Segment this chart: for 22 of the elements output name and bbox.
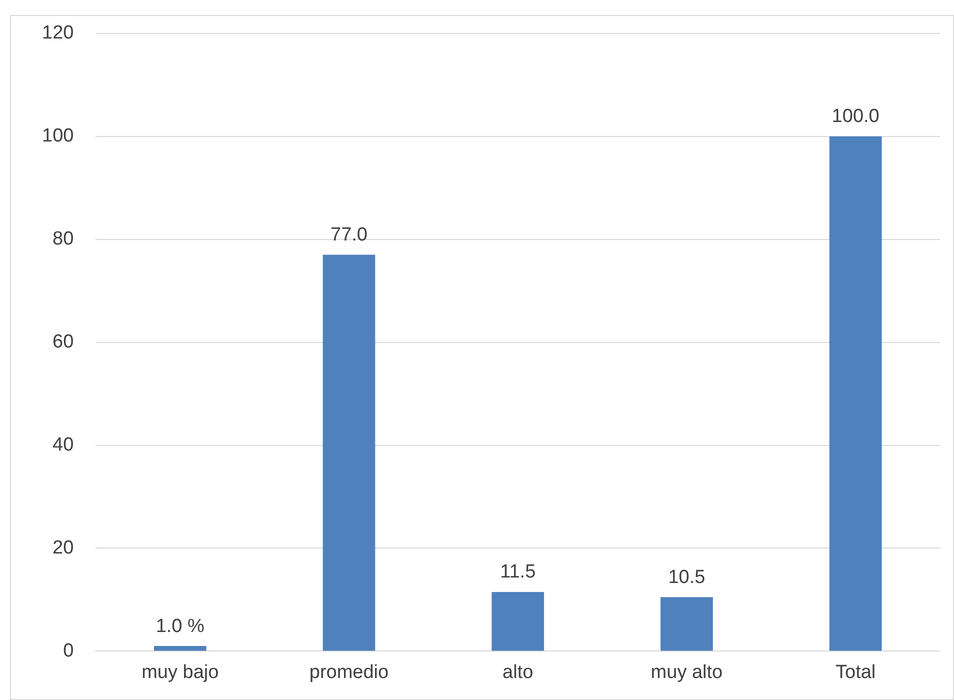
bar — [492, 592, 544, 651]
y-tick-label: 120 — [42, 22, 74, 44]
y-tick-label: 80 — [52, 228, 74, 250]
x-tick-label: Total — [836, 662, 876, 683]
y-tick-label: 0 — [63, 640, 74, 662]
y-tick-label: 100 — [42, 126, 74, 147]
bar — [660, 597, 713, 651]
data-label: 11.5 — [500, 562, 536, 583]
data-label: 10.5 — [668, 566, 706, 588]
x-tick-label: muy alto — [650, 662, 723, 683]
x-tick-label: alto — [502, 662, 534, 683]
data-label: 77.0 — [330, 224, 368, 246]
y-tick-label: 40 — [52, 434, 74, 456]
bar — [829, 136, 882, 651]
bar — [154, 646, 206, 651]
data-label: 100.0 — [832, 106, 880, 128]
bar — [322, 254, 376, 651]
y-tick-label: 60 — [52, 332, 74, 353]
data-label: 1.0 % — [156, 616, 205, 637]
x-tick-label: promedio — [309, 662, 389, 683]
y-tick-label: 20 — [52, 537, 74, 558]
x-tick-label: muy bajo — [142, 662, 219, 683]
